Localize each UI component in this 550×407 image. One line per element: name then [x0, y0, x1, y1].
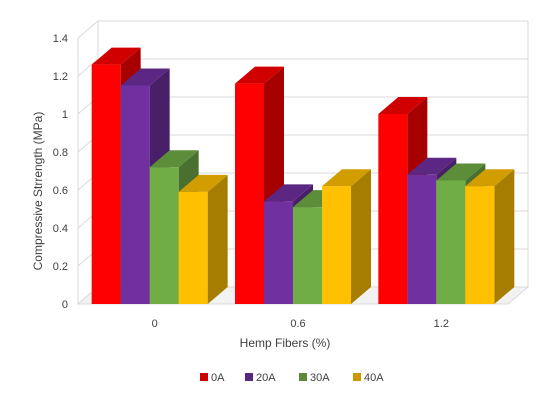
bar-side [207, 174, 228, 304]
bar [322, 169, 371, 304]
bar-top [322, 169, 371, 187]
gridline-side [77, 20, 99, 39]
legend-item: 30A [299, 372, 330, 384]
bar-side [351, 169, 371, 304]
legend-swatch [353, 373, 361, 381]
bar-top [378, 97, 428, 114]
bar-front [378, 114, 408, 304]
bar-top [91, 47, 141, 65]
legend-label: 40A [364, 372, 384, 384]
y-tick-label: 0.6 [53, 185, 68, 197]
bar-top [264, 184, 313, 202]
bar-top [235, 66, 284, 84]
legend-item: 0A [200, 372, 225, 384]
legend-label: 20A [256, 372, 276, 384]
bar-front [178, 191, 208, 304]
y-tick-label: 0 [62, 299, 68, 311]
bar-top [178, 174, 228, 192]
bar-top [465, 169, 515, 187]
legend-swatch [245, 373, 253, 381]
bar-front [436, 180, 466, 304]
x-tick-label: 1.2 [434, 318, 449, 330]
bar-front [465, 186, 495, 304]
legend-swatch [200, 373, 208, 381]
y-tick-label: 0.8 [53, 147, 68, 159]
bar-side [494, 169, 515, 304]
gridline-side [77, 58, 99, 77]
bar-top [120, 68, 170, 86]
bar [465, 169, 515, 304]
y-tick-label: 1.2 [53, 71, 68, 83]
y-tick-label: 1.4 [53, 33, 68, 45]
bar-top [407, 157, 457, 175]
bar-front [91, 64, 121, 304]
x-axis-ticks: 0 0.6 1.2 [152, 318, 449, 330]
legend-swatch [299, 373, 307, 381]
bar-front [293, 207, 322, 304]
bar-front [322, 186, 351, 304]
y-tick-label: 0.4 [53, 223, 68, 235]
y-axis-ticks: 0 0.2 0.4 0.6 0.8 1 1.2 1.4 [53, 33, 68, 311]
legend-label: 0A [211, 372, 225, 384]
bars [91, 47, 515, 304]
bar-front [149, 167, 179, 304]
legend-item: 20A [245, 372, 276, 384]
bar-front [407, 174, 437, 304]
bar-front [264, 201, 293, 304]
x-tick-label: 0.6 [290, 318, 305, 330]
y-axis-title: Compressive Strrength (MPa) [31, 112, 45, 271]
bar [178, 174, 228, 304]
legend-label: 30A [310, 372, 330, 384]
bar-front [235, 83, 264, 304]
x-tick-label: 0 [152, 318, 158, 330]
bar-top [149, 150, 199, 168]
y-tick-label: 0.2 [53, 261, 68, 273]
bar-top [436, 163, 486, 181]
legend: 0A 20A 30A 40A [200, 372, 384, 384]
x-axis-title: Hemp Fibers (%) [240, 336, 331, 350]
bar-front [120, 85, 150, 304]
legend-item: 40A [353, 372, 384, 384]
y-tick-label: 1 [62, 109, 68, 121]
